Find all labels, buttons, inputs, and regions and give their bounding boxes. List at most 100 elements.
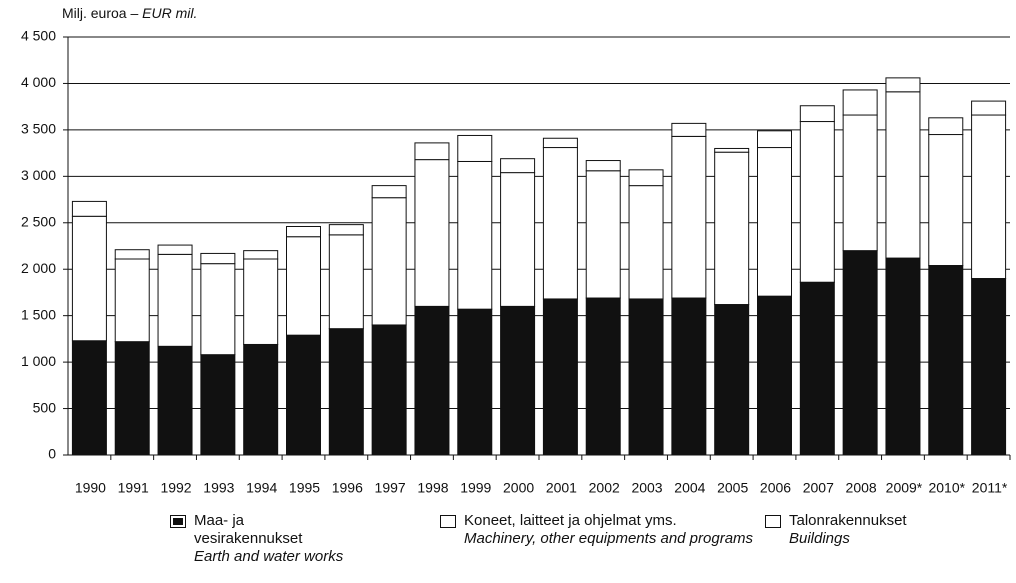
swatch-fill	[443, 518, 453, 525]
bar-segment	[200, 252, 236, 265]
bar-segment	[757, 130, 792, 149]
x-tick-label: 2009*	[886, 480, 923, 496]
bar-segment	[971, 114, 1007, 280]
bar-segment	[885, 257, 921, 456]
x-tick-label: 1998	[417, 480, 448, 496]
bar-segment	[371, 324, 407, 456]
swatch-fill	[173, 518, 183, 525]
bar-segment	[885, 77, 921, 93]
y-tick-label: 2 000	[21, 260, 56, 276]
bar-segment	[799, 105, 835, 123]
bar-segment	[286, 225, 321, 238]
bar-segment	[114, 249, 150, 260]
bar-segment	[414, 142, 450, 161]
legend-item: Talonrakennukset Buildings	[765, 512, 989, 548]
bar-segment	[842, 250, 878, 456]
bar-segment	[628, 298, 664, 456]
bar-segment	[286, 334, 321, 456]
bar-segment	[286, 236, 321, 336]
y-tick-label: 500	[33, 399, 57, 415]
bar-segment	[157, 244, 193, 255]
x-tick-label: 2001	[546, 480, 577, 496]
chart: Milj. euroa – EUR mil. 0 500 1 000 1 500 2 0…	[21, 5, 1011, 496]
legend-swatch	[440, 515, 456, 528]
bar-segment	[371, 197, 407, 326]
y-label-en: EUR mil.	[142, 5, 197, 21]
x-tick-label: 1994	[246, 480, 277, 496]
bar-segment	[971, 100, 1007, 116]
bar-segment	[585, 170, 621, 299]
y-tick-label: 4 500	[21, 28, 56, 44]
bar-segment	[842, 114, 878, 252]
bar-segment	[714, 151, 750, 306]
legend-swatch	[765, 515, 781, 528]
y-tick-label: 1 000	[21, 353, 56, 369]
bar-segment	[114, 258, 150, 343]
x-tick-label: 2005	[717, 480, 748, 496]
y-label-fi: Milj. euroa –	[62, 5, 138, 21]
bar-segment	[243, 258, 279, 345]
bar-segment	[500, 158, 536, 174]
bar-segment	[71, 200, 107, 217]
x-tick-label: 1990	[75, 480, 106, 496]
bar-segment	[714, 304, 750, 456]
bar-segment	[928, 134, 964, 267]
bar-segment	[243, 250, 279, 260]
legend-label: Talonrakennukset	[789, 512, 907, 529]
legend-label: Koneet, laitteet ja ohjelmat yms.	[464, 512, 677, 529]
bar-segment	[328, 224, 364, 236]
x-tick-label: 2006	[760, 480, 791, 496]
x-tick-label: 1999	[460, 480, 491, 496]
bar-segment	[842, 89, 878, 116]
bar-segment	[799, 121, 835, 283]
bar-segment	[799, 281, 835, 456]
bar-segment	[157, 345, 193, 456]
y-tick-label: 3 500	[21, 121, 56, 137]
x-tick-label: 2007	[803, 480, 834, 496]
bar-segment	[885, 91, 921, 259]
bar-segment	[542, 147, 578, 300]
bar-segment	[200, 354, 236, 456]
bar-segment	[585, 297, 621, 456]
y-tick-label: 4 000	[21, 74, 56, 90]
x-tick-label: 2010*	[928, 480, 965, 496]
swatch-fill	[768, 518, 778, 525]
y-tick-label: 1 500	[21, 306, 56, 322]
x-tick-label: 1995	[289, 480, 320, 496]
legend-label-en: Machinery, other equipments and programs	[464, 530, 754, 547]
bar-segment	[542, 137, 578, 149]
bar-segment	[757, 147, 792, 297]
bar-segment	[757, 295, 792, 456]
y-tick-label: 3 000	[21, 167, 56, 183]
bar-segment	[157, 253, 193, 347]
bar-segment	[414, 305, 450, 456]
bar-segment	[328, 234, 364, 330]
y-tick-label: 2 500	[21, 213, 56, 229]
x-tick-label: 1992	[160, 480, 191, 496]
bar-segment	[71, 215, 107, 342]
x-tick-label: 2000	[503, 480, 534, 496]
x-tick-label: 2004	[674, 480, 705, 496]
bar-segment	[542, 298, 578, 456]
bar-segment	[457, 160, 493, 310]
bar-segment	[928, 265, 964, 456]
bar-segment	[243, 343, 279, 456]
legend-swatch	[170, 515, 186, 528]
bar-segment	[500, 172, 536, 307]
x-tick-label: 1996	[332, 480, 363, 496]
legend-label-en: Buildings	[789, 530, 850, 547]
bar-segment	[928, 117, 964, 136]
x-tick-label: 2003	[631, 480, 662, 496]
bar-segment	[628, 185, 664, 300]
x-tick-label: 1991	[118, 480, 149, 496]
legend-item: Maa- ja vesirakennukset Earth and water w…	[170, 512, 354, 566]
bar-segment	[371, 185, 407, 199]
y-axis-label: Milj. euroa – EUR mil.	[62, 5, 197, 21]
bar-segment	[500, 305, 536, 456]
bar-segment	[971, 278, 1007, 456]
x-tick-label: 2002	[589, 480, 620, 496]
legend-label: Maa- ja vesirakennukset	[194, 512, 303, 547]
bar-segment	[200, 263, 236, 356]
bar-segment	[585, 160, 621, 172]
